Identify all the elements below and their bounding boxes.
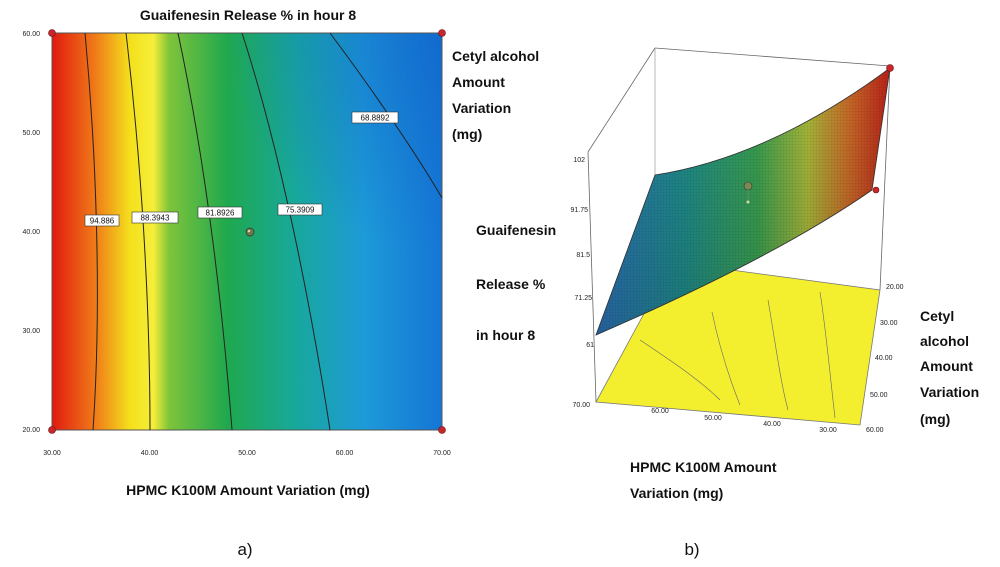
corner-point-bl xyxy=(48,426,56,434)
y-tick-20: 20.00 xyxy=(22,427,40,434)
surface-ylabel-line-4: Variation xyxy=(920,384,979,400)
surface-zlabel-line-2: Release % xyxy=(476,276,546,292)
contour-ylabel: Cetyl alcohol Amount Variation (mg) xyxy=(452,48,539,142)
contour-xlabel: HPMC K100M Amount Variation (mg) xyxy=(126,482,370,498)
surface-xlabel-line-1: HPMC K100M Amount xyxy=(630,459,777,475)
contour-panel: Guaifenesin Release % in hour 8 94.886 8… xyxy=(22,7,539,559)
y-tick-30: 30.00 xyxy=(22,328,40,335)
contour-label-94: 94.886 xyxy=(84,214,120,227)
contour-ylabel-line-3: Variation xyxy=(452,100,511,116)
contour-frame xyxy=(51,32,443,431)
box-edge-3 xyxy=(879,65,891,291)
surface-xlabel-line-2: Variation (mg) xyxy=(630,485,723,501)
contour-label-75: 75.3909 xyxy=(277,203,323,216)
sx-tick-50: 50.00 xyxy=(704,415,722,422)
response-surface-shade xyxy=(596,68,890,335)
sx-tick-70: 70.00 xyxy=(572,402,590,409)
z-tick-81: 81.5 xyxy=(576,252,590,259)
sy-tick-40: 40.00 xyxy=(875,355,893,362)
surface-corner-point-top xyxy=(886,64,894,72)
sy-tick-50: 50.00 xyxy=(870,392,888,399)
design-point xyxy=(245,227,255,237)
contour-label-81: 81.8926 xyxy=(197,206,243,219)
floor-contour-1 xyxy=(639,339,721,401)
box-edge-5 xyxy=(587,151,597,403)
y-tick-40: 40.00 xyxy=(22,229,40,236)
contour-label-94-text: 94.886 xyxy=(90,217,115,226)
surface-zlabel-line-1: Guaifenesin xyxy=(476,222,556,238)
sy-tick-60: 60.00 xyxy=(866,427,884,434)
contour-ylabel-line-2: Amount xyxy=(452,74,505,90)
x-tick-60: 60.00 xyxy=(336,450,354,457)
contour-line-88 xyxy=(125,32,151,431)
floor-contour-2 xyxy=(711,311,741,406)
contour-ylabel-line-1: Cetyl alcohol xyxy=(452,48,539,64)
corner-point-tr xyxy=(438,29,446,37)
contour-line-81 xyxy=(177,32,233,431)
surface-ylabel-line-5: (mg) xyxy=(920,411,950,427)
z-tick-61: 61 xyxy=(586,342,594,349)
surface-ylabel-line-1: Cetyl xyxy=(920,308,954,324)
floor-contour-4 xyxy=(819,291,836,419)
surface-panel: 102 91.75 81.5 71.25 61 70.00 60.00 50.0… xyxy=(476,47,979,559)
box-edge-1 xyxy=(587,47,656,153)
surface-ylabel-line-3: Amount xyxy=(920,358,973,374)
surface-ylabel: Cetyl alcohol Amount Variation (mg) xyxy=(920,308,979,427)
contour-label-68-text: 68.8892 xyxy=(361,114,390,123)
sy-tick-20: 20.00 xyxy=(886,284,904,291)
contour-title: Guaifenesin Release % in hour 8 xyxy=(140,7,357,23)
sy-tick-30: 30.00 xyxy=(880,320,898,327)
sx-tick-60: 60.00 xyxy=(651,408,669,415)
corner-point-tl xyxy=(48,29,56,37)
x-tick-50: 50.00 xyxy=(238,450,256,457)
contour-line-68 xyxy=(329,32,443,199)
surface-xlabel: HPMC K100M Amount Variation (mg) xyxy=(630,459,777,501)
panel-label-a: a) xyxy=(237,540,252,559)
corner-point-br xyxy=(438,426,446,434)
y-tick-50: 50.00 xyxy=(22,130,40,137)
contour-label-88-text: 88.3943 xyxy=(141,214,170,223)
surface-zlabel-line-3: in hour 8 xyxy=(476,327,535,343)
box-edge-2 xyxy=(654,47,891,67)
panel-label-b: b) xyxy=(684,540,699,559)
contour-line-94 xyxy=(84,32,98,431)
x-tick-40: 40.00 xyxy=(141,450,159,457)
sx-tick-30: 30.00 xyxy=(819,427,837,434)
y-tick-60: 60.00 xyxy=(22,31,40,38)
surface-design-point xyxy=(743,181,753,204)
surface-corner-point-mid xyxy=(872,186,880,194)
contour-label-88: 88.3943 xyxy=(131,211,179,224)
x-tick-70: 70.00 xyxy=(433,450,451,457)
x-tick-30: 30.00 xyxy=(43,450,61,457)
surface-ylabel-line-2: alcohol xyxy=(920,333,969,349)
floor-contour-3 xyxy=(767,299,789,411)
z-tick-91: 91.75 xyxy=(570,207,588,214)
z-tick-71: 71.25 xyxy=(574,295,592,302)
contour-label-68: 68.8892 xyxy=(351,111,399,124)
surface-zlabel: Guaifenesin Release % in hour 8 xyxy=(476,222,556,343)
z-tick-102: 102 xyxy=(573,157,585,164)
contour-ylabel-line-4: (mg) xyxy=(452,126,482,142)
sx-tick-40: 40.00 xyxy=(763,421,781,428)
contour-label-81-text: 81.8926 xyxy=(206,209,235,218)
contour-label-75-text: 75.3909 xyxy=(286,206,315,215)
contour-line-75 xyxy=(241,32,331,431)
